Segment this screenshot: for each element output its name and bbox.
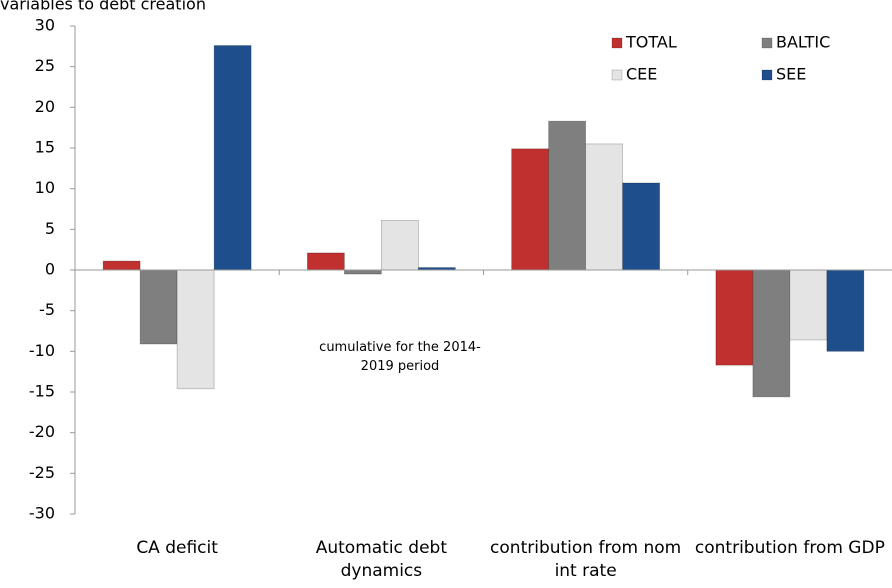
y-tick-label: -30 [29,504,55,523]
x-tick-label: contribution from nom int rate [490,538,682,581]
bar [511,148,550,271]
bar [380,219,419,271]
bar [752,269,791,398]
bar [343,269,382,275]
y-tick-label: 5 [45,219,55,238]
bar [789,269,828,341]
y-tick-label: -10 [29,341,55,360]
x-tick-label: Automatic debt dynamics [315,538,448,581]
y-tick-label: 10 [35,178,55,197]
y-tick-label: 20 [35,97,55,116]
bar [306,252,345,271]
x-tick-label: CA deficit [136,538,218,558]
bar [622,182,661,271]
y-tick-label: -5 [39,300,55,319]
y-tick-label: 25 [35,56,55,75]
y-tick-label: 30 [35,16,55,35]
bar [548,120,587,271]
annotation: cumulative for the 2014-2019 period [319,340,481,374]
legend-swatch [611,37,623,49]
chart-title: variables to debt creation [0,0,206,14]
bar [102,260,141,271]
y-tick-label: 0 [45,260,55,279]
legend-swatch [761,69,773,81]
bar [715,269,754,366]
bar [213,45,252,271]
legend-label: SEE [776,65,806,84]
bar [176,269,215,390]
legend-swatch [611,69,623,81]
y-tick-label: -25 [29,463,55,482]
legend-label: BALTIC [776,33,830,52]
x-tick-label: contribution from GDP [694,538,885,558]
legend-swatch [761,37,773,49]
legend-label: TOTAL [625,33,677,52]
y-tick-label: -20 [29,422,55,441]
bar [585,143,624,271]
bar [826,269,865,352]
y-tick-label: 15 [35,138,55,157]
legend-label: CEE [626,65,657,84]
y-tick-label: -15 [29,382,55,401]
bar [139,269,178,345]
